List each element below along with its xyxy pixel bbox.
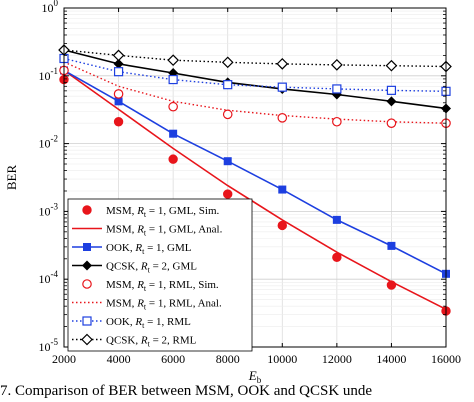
series-1-point — [332, 252, 342, 263]
figure-caption: 7. Comparison of BER between MSM, OOK an… — [0, 383, 373, 399]
series-4-point — [113, 58, 124, 69]
series-5-point — [113, 89, 124, 99]
series-7-point — [386, 85, 397, 95]
series-1-point — [168, 154, 178, 164]
x-axis-label-subscript: b — [257, 375, 262, 383]
series-8-point — [385, 59, 398, 72]
series-3-point — [278, 185, 287, 194]
series-4-point — [386, 96, 397, 107]
x-tick-label: 10000 — [267, 352, 297, 366]
series-5-point — [277, 113, 288, 123]
y-tick-label: 10-4 — [39, 269, 59, 286]
axis-ticks: 2000 4000 6000 8000 10000 12000 14000 16000 10-5… — [39, 0, 462, 366]
series-5-point — [168, 101, 178, 112]
y-tick-label: 100 — [42, 0, 59, 15]
series-3-point — [223, 157, 232, 166]
series-5-point — [222, 109, 233, 120]
legend-label-4: QCSK, Rt = 2, GML — [106, 261, 197, 275]
y-tick-label: 10-1 — [39, 66, 59, 83]
legend-marker-1 — [82, 205, 92, 215]
series-8-point — [221, 56, 234, 69]
ber-chart: 2000 4000 6000 8000 10000 12000 14000 16000 10-5… — [4, 0, 462, 383]
legend-box — [67, 198, 253, 352]
series-line-2 — [63, 69, 447, 311]
legend: MSM, Rt = 1, GML, Sim. MSM, Rt = 1, GML, … — [67, 198, 253, 352]
x-tick-label: 16000 — [431, 352, 461, 366]
y-tick-label: 10-5 — [39, 337, 59, 354]
legend-label-6: MSM, Rt = 1, RML, Anal. — [106, 298, 222, 312]
legend-marker-4 — [82, 260, 92, 271]
series-8-point — [276, 58, 289, 70]
legend-label-7: OOK, Rt = 1, RML — [106, 316, 191, 330]
series-1-point — [386, 280, 397, 290]
legend-marker-8 — [81, 333, 93, 346]
series-8-point — [167, 54, 179, 67]
legend-marker-7 — [82, 316, 92, 326]
x-tick-label: 14000 — [376, 352, 406, 366]
x-axis-label-main: E — [248, 368, 257, 383]
x-tick-label: 12000 — [322, 352, 352, 366]
series-7-point — [113, 67, 124, 77]
legend-label-3: OOK, Rt = 1, GML — [106, 242, 192, 256]
series-7-point — [332, 84, 342, 94]
series-5-point — [386, 118, 397, 128]
x-tick-label: 8000 — [216, 352, 240, 366]
x-tick-label: 6000 — [161, 352, 185, 366]
y-tick-label: 10-3 — [39, 201, 59, 218]
series-line-3 — [63, 69, 447, 275]
series-lines — [63, 49, 447, 311]
series-8-point — [331, 59, 343, 71]
legend-marker-3 — [83, 243, 91, 251]
series-1-point — [223, 189, 233, 199]
y-tick-label: 10-2 — [39, 134, 59, 151]
series-line-6 — [63, 61, 447, 124]
x-tick-label: 4000 — [107, 352, 131, 366]
series-3-point — [169, 129, 178, 138]
x-tick-label: 2000 — [52, 352, 76, 366]
series-7-point — [277, 82, 287, 92]
series-line-7 — [63, 57, 447, 92]
series-1-point — [277, 220, 287, 231]
plot-frame — [63, 7, 447, 348]
series-1-point — [113, 117, 124, 127]
series-5-point — [332, 116, 342, 127]
series-3-point — [387, 241, 396, 250]
series-7-point — [168, 74, 178, 85]
legend-label-8: QCSK, Rt = 2, RML — [106, 335, 197, 349]
legend-label-1: MSM, Rt = 1, GML, Sim. — [106, 205, 220, 219]
series-8-point — [112, 49, 125, 62]
legend-label-5: MSM, Rt = 1, RML, Sim. — [106, 279, 219, 293]
legend-label-2: MSM, Rt = 1, GML, Anal. — [106, 224, 223, 238]
series-3-point — [114, 97, 123, 106]
legend-marker-5 — [82, 279, 92, 289]
series-7-point — [223, 80, 233, 90]
series-3-point — [332, 215, 341, 224]
y-axis-label: BER — [4, 165, 19, 191]
x-axis-label: Eb — [248, 368, 262, 383]
